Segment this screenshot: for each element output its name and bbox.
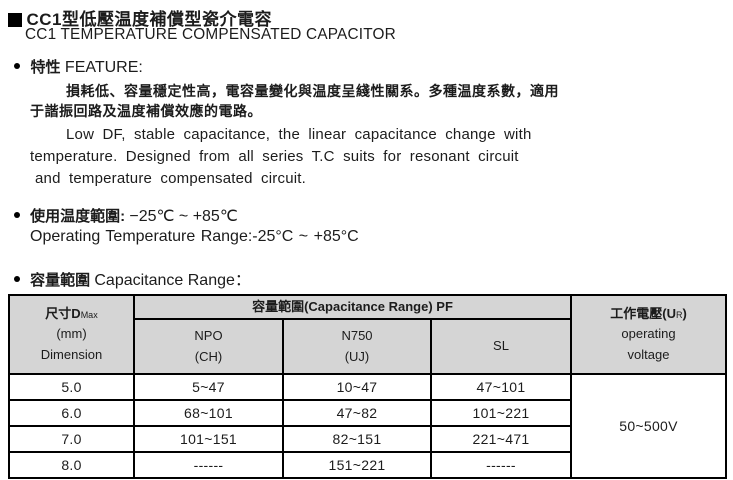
cell-npo: 5~47 xyxy=(133,373,284,401)
temperature-value-zh: −25℃ ~ +85℃ xyxy=(129,208,238,225)
bullet-icon xyxy=(14,63,20,69)
voltage-label-en1: operating xyxy=(621,326,676,342)
table-row: 5.0 5~47 10~47 47~101 50~500V xyxy=(8,373,728,479)
voltage-label-prefix: 工作電壓(U xyxy=(610,306,676,322)
table-row: 8.0 ------ 151~221 ------ xyxy=(8,451,726,479)
bullet-icon xyxy=(14,212,20,218)
capacitance-heading-zh: 容量範圍 xyxy=(30,272,91,289)
cell-sl: 47~101 xyxy=(429,373,573,401)
npo-name: NPO xyxy=(194,328,223,344)
n750-code: (UJ) xyxy=(344,348,370,364)
cell-npo: ------ xyxy=(133,451,284,479)
header-sl: SL xyxy=(429,318,573,375)
capacitance-table: 尺寸DMax (mm) Dimension 容量範圍(Capacitance R… xyxy=(8,294,728,479)
cell-npo: 101~151 xyxy=(133,425,284,453)
cell-sl: ------ xyxy=(429,451,573,479)
feature-paragraph-en-line1: Low DF, stable capacitance, the linear c… xyxy=(66,126,532,143)
title-english: CC1 TEMPERATURE COMPENSATED CAPACITOR xyxy=(25,26,396,43)
header-operating-voltage: 工作電壓(UR) operating voltage xyxy=(570,294,728,375)
bullet-icon xyxy=(14,276,20,282)
cell-voltage: 50~500V xyxy=(570,373,728,479)
voltage-label-sub: R xyxy=(675,310,683,321)
feature-paragraph-zh-line2: 于諧振回路及温度補償效應的電路。 xyxy=(30,103,262,119)
cell-n750: 82~151 xyxy=(282,425,432,453)
temperature-label-zh: 使用温度範圍: xyxy=(30,208,126,225)
n750-name: N750 xyxy=(341,328,373,344)
cell-dim: 5.0 xyxy=(8,373,135,401)
feature-heading: 特性 FEATURE: xyxy=(14,56,143,77)
sl-name: SL xyxy=(493,338,509,354)
cell-n750: 151~221 xyxy=(282,451,432,479)
cell-n750: 47~82 xyxy=(282,399,432,427)
feature-paragraph-en-line3: and temperature compensated circuit. xyxy=(35,170,306,187)
cell-n750: 10~47 xyxy=(282,373,432,401)
cell-sl: 221~471 xyxy=(429,425,573,453)
npo-code: (CH) xyxy=(194,348,223,364)
feature-heading-en: FEATURE: xyxy=(64,59,143,76)
header-capacitance-range: 容量範圍(Capacitance Range) PF xyxy=(132,294,573,320)
header-dimension: 尺寸DMax (mm) Dimension xyxy=(8,294,135,375)
title-chinese: CC1型低壓温度補償型瓷介電容 xyxy=(26,10,272,29)
capacitance-heading: 容量範圍 Capacitance Range： xyxy=(14,266,251,290)
temperature-line-en: Operating Temperature Range:-25°C ~ +85°… xyxy=(30,228,359,245)
dimension-label-prefix: 尺寸D xyxy=(45,306,81,322)
feature-heading-zh: 特性 xyxy=(30,59,61,76)
dimension-label-en: Dimension xyxy=(40,346,103,362)
cell-npo: 68~101 xyxy=(133,399,284,427)
capacitance-heading-en: Capacitance Range： xyxy=(94,272,251,289)
table-row: 6.0 68~101 47~82 101~221 xyxy=(8,399,726,427)
document-title-row: CC1型低壓温度補償型瓷介電容 xyxy=(8,5,272,32)
cell-dim: 7.0 xyxy=(8,425,135,453)
dimension-unit: (mm) xyxy=(56,326,87,342)
voltage-label-suffix: ) xyxy=(682,306,687,322)
cell-dim: 6.0 xyxy=(8,399,135,427)
feature-paragraph-en-line2: temperature. Designed from all series T.… xyxy=(30,148,519,165)
header-n750: N750 (UJ) xyxy=(282,318,432,375)
voltage-label-en2: voltage xyxy=(627,346,670,362)
feature-paragraph-zh-line1: 損耗低、容量穩定性高，電容量變化與温度呈綫性關系。多種温度系數，適用 xyxy=(66,83,559,99)
dimension-label-sub: Max xyxy=(80,310,98,321)
cell-dim: 8.0 xyxy=(8,451,135,479)
cell-sl: 101~221 xyxy=(429,399,573,427)
header-npo: NPO (CH) xyxy=(133,318,284,375)
table-row: 7.0 101~151 82~151 221~471 xyxy=(8,425,726,453)
temperature-heading: 使用温度範圍: −25℃ ~ +85℃ xyxy=(14,205,238,226)
section-marker-square xyxy=(8,13,22,27)
